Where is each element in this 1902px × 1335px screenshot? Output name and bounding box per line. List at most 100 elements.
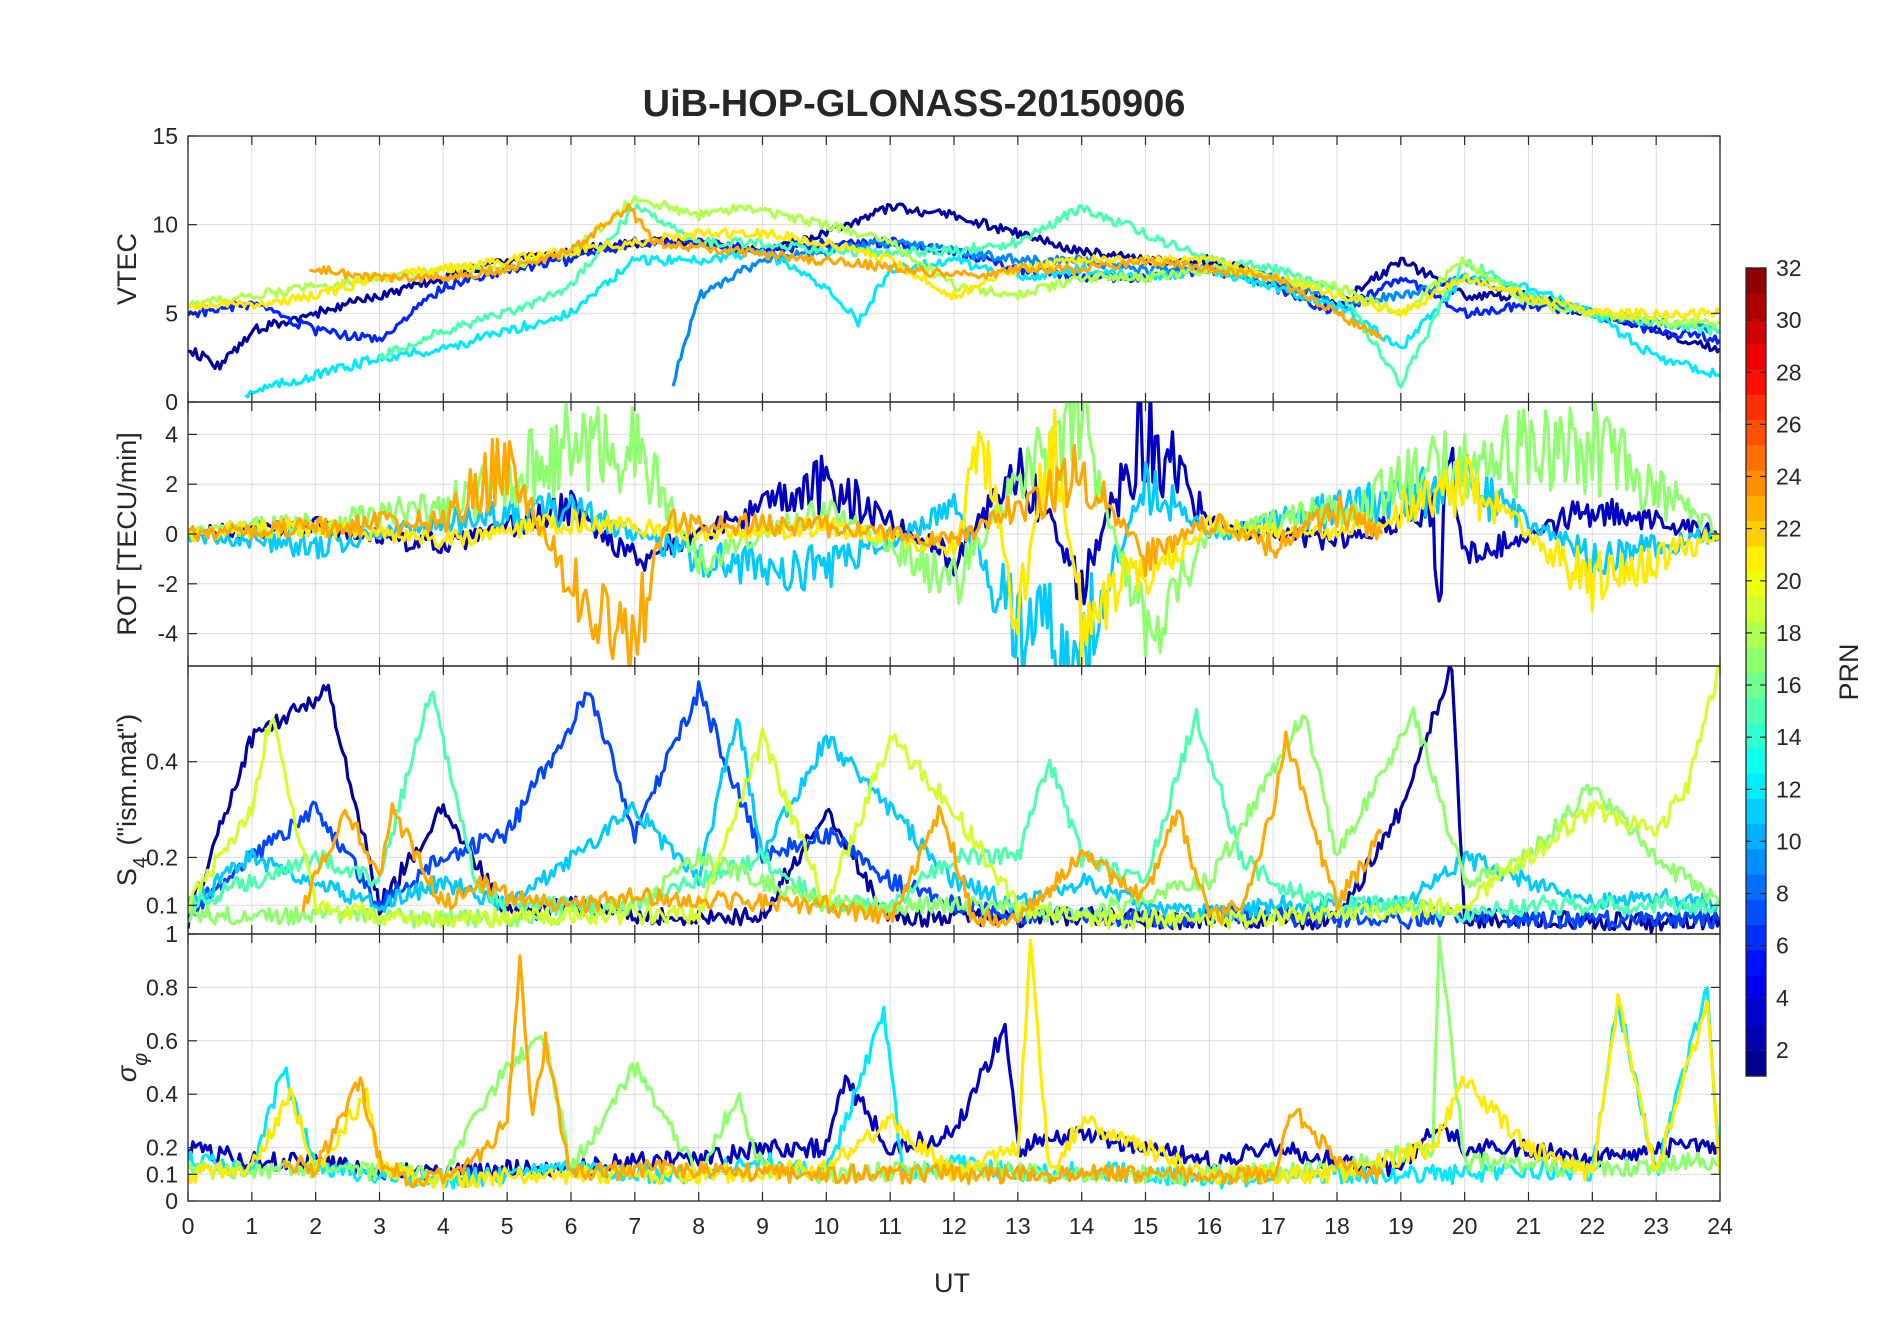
colorbar-swatch (1746, 343, 1766, 370)
series-s4 (188, 666, 1720, 934)
panel-rot: -4 -2 0 2 4 ROT [TECU/min] (112, 401, 1721, 667)
y-tick-label: 5 (165, 300, 178, 326)
series-line-prn6 (188, 236, 1720, 345)
series-vtec (188, 194, 1720, 399)
x-tick-label: 2 (309, 1213, 322, 1239)
colorbar-tick-label: 30 (1776, 307, 1802, 333)
colorbar-swatch (1746, 545, 1766, 572)
colorbar-tick-label: 10 (1776, 828, 1802, 854)
x-tick-label: 9 (756, 1213, 769, 1239)
x-axis: UT 0 1 2 3 4 5 6 7 8 9 10 11 12 13 14 15 16 17 18 19 20 21 22 2… (182, 1213, 1733, 1298)
y-tick-label: 15 (152, 123, 178, 149)
ticks-vtec: 0 5 10 15 (152, 123, 1721, 415)
x-tick-label: 5 (501, 1213, 514, 1239)
colorbar-tick-label: 4 (1776, 985, 1789, 1011)
series-line-prn11 (188, 717, 1720, 922)
x-tick-label: 10 (814, 1213, 840, 1239)
x-tick-label: 3 (373, 1213, 386, 1239)
colorbar-swatch (1746, 1050, 1766, 1077)
x-tick-label: 14 (1069, 1213, 1095, 1239)
x-tick-label: 21 (1516, 1213, 1542, 1239)
series-line-prn21 (188, 938, 1720, 1190)
colorbar-tick-label: 22 (1776, 516, 1802, 542)
x-tick-label: 6 (565, 1213, 578, 1239)
colorbar-label: PRN (1834, 643, 1864, 700)
colorbar-tick-label: 32 (1776, 255, 1802, 281)
series-line-prn17 (188, 706, 1720, 929)
y-tick-label: 10 (152, 212, 178, 238)
y-axis-label-vtec: VTEC (112, 233, 142, 305)
x-tick-label: 15 (1133, 1213, 1159, 1239)
y-tick-label: 0.1 (146, 1161, 178, 1187)
series-line-prn19 (188, 666, 1720, 931)
x-tick-label: 0 (182, 1213, 195, 1239)
colorbar-swatch (1746, 394, 1766, 421)
colorbar-swatch (1746, 293, 1766, 320)
colorbar-tick-label: 16 (1776, 672, 1802, 698)
colorbar-swatch (1746, 520, 1766, 547)
y-tick-label: -2 (158, 571, 178, 597)
colorbar-swatch (1746, 571, 1766, 597)
x-tick-label: 19 (1388, 1213, 1414, 1239)
ticks-sigma: 00.10.2 0.4 0.6 0.8 1 (146, 921, 1721, 1214)
colorbar-frame (1745, 267, 1767, 1077)
x-tick-label: 11 (878, 1213, 902, 1239)
x-tick-label: 20 (1452, 1213, 1478, 1239)
series-rot (188, 402, 1720, 666)
y-tick-label: 0.6 (146, 1028, 178, 1054)
y-tick-label: 0 (165, 389, 178, 415)
y-tick-label: 2 (165, 471, 178, 497)
y-tick-label: -4 (158, 621, 179, 647)
colorbar-tick-label: 14 (1776, 724, 1802, 750)
y-axis-label-s4: S4 ("ism.mat") (112, 714, 152, 886)
colorbar-swatch (1746, 495, 1766, 522)
colorbar-swatch (1746, 823, 1766, 850)
x-tick-label: 1 (245, 1213, 258, 1239)
colorbar-swatch (1746, 899, 1766, 926)
colorbar-swatch (1746, 949, 1766, 976)
colorbar-swatch (1746, 646, 1766, 673)
colorbar-swatch (1746, 596, 1766, 623)
series-line-prn17 (188, 402, 1720, 658)
colorbar-swatch (1746, 444, 1766, 471)
series-sigma (188, 935, 1720, 1190)
series-line-prn23 (282, 954, 1384, 1189)
y-axis-label-sigma: σφ (112, 1053, 152, 1082)
colorbar-tick-label: 18 (1776, 620, 1802, 646)
colorbar-tick-label: 28 (1776, 359, 1802, 385)
grid-rot (187, 402, 1721, 666)
y-label-subscript: φ (130, 1053, 152, 1066)
y-tick-label: 0.8 (146, 974, 178, 1000)
x-tick-label: 23 (1643, 1213, 1669, 1239)
x-tick-label: 13 (1005, 1213, 1031, 1239)
colorbar-swatch (1746, 722, 1766, 749)
colorbar-swatch (1746, 874, 1766, 900)
colorbar-swatch (1746, 798, 1766, 825)
colorbar-swatch (1746, 621, 1766, 648)
series-line-prn23 (301, 730, 1383, 929)
series-line-prn21 (188, 408, 1720, 665)
colorbar-swatch (1746, 773, 1766, 799)
series-line-prn23 (309, 202, 1384, 341)
colorbar-swatch (1746, 747, 1766, 774)
series-line-prn23 (188, 437, 1384, 666)
chart-title: UiB-HOP-GLONASS-20150906 (643, 83, 1186, 125)
colorbar-swatch (1746, 1000, 1766, 1027)
y-tick-label: 0.2 (146, 844, 178, 870)
y-tick-label: 0.4 (146, 1081, 178, 1107)
colorbar-tick-label: 24 (1776, 464, 1802, 490)
y-tick-label: 1 (165, 921, 178, 947)
colorbar-swatch (1746, 697, 1766, 724)
y-axis-label-rot: ROT [TECU/min] (112, 432, 142, 636)
ticks-rot: -4 -2 0 2 4 (158, 402, 1721, 666)
x-tick-label: 24 (1707, 1213, 1733, 1239)
colorbar-tick-label: 20 (1776, 568, 1802, 594)
x-tick-label: 22 (1580, 1213, 1606, 1239)
colorbar-tick-label: 2 (1776, 1037, 1789, 1063)
colorbar-tick-label: 12 (1776, 776, 1802, 802)
colorbar-tick-label: 6 (1776, 933, 1789, 959)
y-tick-label: 0.2 (146, 1135, 178, 1161)
